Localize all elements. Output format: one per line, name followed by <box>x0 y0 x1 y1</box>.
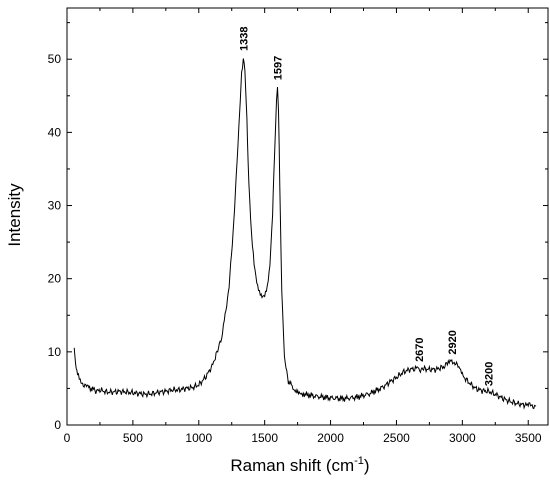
peak-annotations: 1338 1597 2670 2920 3200 <box>238 27 495 387</box>
x-tick-label: 500 <box>123 431 143 445</box>
y-tick-label: 20 <box>48 272 62 286</box>
y-tick-label: 0 <box>54 418 61 432</box>
x-tick-label: 2500 <box>383 431 410 445</box>
plot-area-border <box>66 7 549 426</box>
series-layer <box>73 58 537 410</box>
y-axis-label: Intensity <box>5 183 24 247</box>
peak-label: 1597 <box>272 56 284 80</box>
x-tick-label: 1500 <box>251 431 278 445</box>
x-tick-label: 1000 <box>185 431 212 445</box>
peak-label: 2670 <box>414 337 426 361</box>
y-tick-label: 30 <box>48 199 62 213</box>
peak-label: 1338 <box>238 27 250 51</box>
peak-label: 2920 <box>447 330 459 354</box>
axis-ticks: 0 500 1000 1500 2000 2500 3000 3500 0 10 20 30 40 50 <box>48 8 548 445</box>
x-tick-label: 2000 <box>317 431 344 445</box>
y-tick-label: 50 <box>48 52 62 66</box>
x-axis-label: Raman shift (cm-1) <box>230 455 369 475</box>
x-tick-label: 3500 <box>515 431 542 445</box>
y-tick-label: 10 <box>48 345 62 359</box>
spectrum-line <box>73 58 537 410</box>
y-tick-label: 40 <box>48 125 62 139</box>
x-tick-label: 0 <box>64 431 71 445</box>
x-tick-label: 3000 <box>449 431 476 445</box>
peak-label: 3200 <box>484 362 496 386</box>
plot-frame <box>66 7 549 426</box>
